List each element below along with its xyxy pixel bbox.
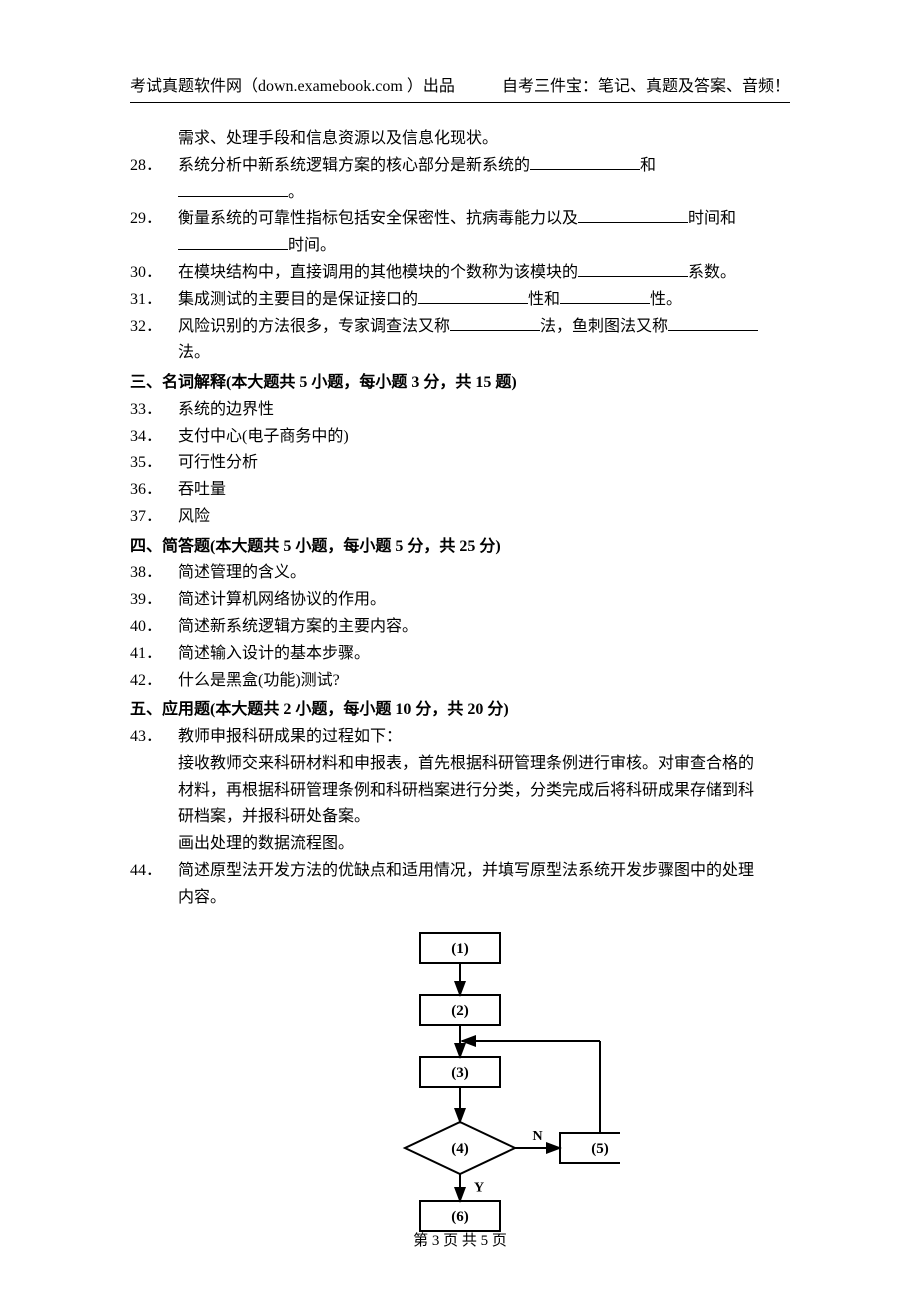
page-header: 考试真题软件网（down.examebook.com ）出品 自考三件宝：笔记、… [130, 72, 790, 96]
q-text: 吞吐量 [178, 478, 790, 503]
q-num: 35． [130, 451, 178, 476]
question-43: 43． 教师申报科研成果的过程如下： [130, 725, 790, 750]
question-42: 42． 什么是黑盒(功能)测试? [130, 669, 790, 694]
q-text: 衡量系统的可靠性指标包括安全保密性、抗病毒能力以及时间和 [178, 207, 790, 232]
q-num: 38． [130, 561, 178, 586]
continuation-text: 需求、处理手段和信息资源以及信息化现状。 [130, 127, 790, 152]
section5-header: 五、应用题(本大题共 2 小题，每小题 10 分，共 20 分) [130, 697, 790, 723]
q-text: 在模块结构中，直接调用的其他模块的个数称为该模块的系数。 [178, 261, 790, 286]
question-44: 44． 简述原型法开发方法的优缺点和适用情况，并填写原型法系统开发步骤图中的处理 [130, 859, 790, 884]
q-num: 29． [130, 207, 178, 232]
q-text: 简述新系统逻辑方案的主要内容。 [178, 615, 790, 640]
q-num: 32． [130, 315, 178, 340]
svg-text:(4): (4) [451, 1141, 469, 1157]
q-text: 支付中心(电子商务中的) [178, 425, 790, 450]
svg-text:Y: Y [474, 1180, 484, 1195]
svg-text:N: N [532, 1129, 542, 1144]
blank [178, 234, 288, 250]
blank [668, 315, 758, 331]
question-37: 37． 风险 [130, 505, 790, 530]
svg-text:(1): (1) [451, 941, 469, 957]
q-num: 44． [130, 859, 178, 884]
q-text: 教师申报科研成果的过程如下： [178, 725, 790, 750]
header-divider [130, 102, 790, 103]
blank [578, 207, 688, 223]
question-31: 31． 集成测试的主要目的是保证接口的性和性。 [130, 288, 790, 313]
q44-line2: 内容。 [130, 886, 790, 911]
page-footer: 第 3 页 共 5 页 [0, 1229, 920, 1250]
q29-cont: 时间。 [130, 234, 790, 259]
q43-line2: 接收教师交来科研材料和申报表，首先根据科研管理条例进行审核。对审查合格的 [130, 752, 790, 777]
q-text: 简述计算机网络协议的作用。 [178, 588, 790, 613]
svg-text:(5): (5) [591, 1141, 609, 1157]
q-text: 风险识别的方法很多，专家调查法又称法，鱼刺图法又称 [178, 315, 790, 340]
question-39: 39． 简述计算机网络协议的作用。 [130, 588, 790, 613]
q-num: 37． [130, 505, 178, 530]
q-num: 39． [130, 588, 178, 613]
q28-cont: 。 [130, 181, 790, 206]
q-text: 系统分析中新系统逻辑方案的核心部分是新系统的和 [178, 154, 790, 179]
q-text: 可行性分析 [178, 451, 790, 476]
q-num: 42． [130, 669, 178, 694]
q-num: 36． [130, 478, 178, 503]
header-right: 自考三件宝：笔记、真题及答案、音频！ [502, 72, 790, 96]
q-num: 28． [130, 154, 178, 179]
q-text: 系统的边界性 [178, 398, 790, 423]
blank [530, 154, 640, 170]
question-32: 32． 风险识别的方法很多，专家调查法又称法，鱼刺图法又称 [130, 315, 790, 340]
blank [450, 315, 540, 331]
header-left: 考试真题软件网（down.examebook.com ）出品 [130, 72, 455, 96]
q-num: 43． [130, 725, 178, 750]
section4-header: 四、简答题(本大题共 5 小题，每小题 5 分，共 25 分) [130, 534, 790, 560]
q-text: 集成测试的主要目的是保证接口的性和性。 [178, 288, 790, 313]
q43-line5: 画出处理的数据流程图。 [130, 832, 790, 857]
section3-header: 三、名词解释(本大题共 5 小题，每小题 3 分，共 15 题) [130, 370, 790, 396]
q-num: 40． [130, 615, 178, 640]
question-28: 28． 系统分析中新系统逻辑方案的核心部分是新系统的和 [130, 154, 790, 179]
q32-cont: 法。 [130, 341, 790, 366]
question-38: 38． 简述管理的含义。 [130, 561, 790, 586]
q-text: 简述原型法开发方法的优缺点和适用情况，并填写原型法系统开发步骤图中的处理 [178, 859, 790, 884]
blank [578, 261, 688, 277]
q-text: 简述管理的含义。 [178, 561, 790, 586]
q-text: 什么是黑盒(功能)测试? [178, 669, 790, 694]
svg-text:(3): (3) [451, 1065, 469, 1081]
question-41: 41． 简述输入设计的基本步骤。 [130, 642, 790, 667]
question-40: 40． 简述新系统逻辑方案的主要内容。 [130, 615, 790, 640]
q-text: 简述输入设计的基本步骤。 [178, 642, 790, 667]
question-29: 29． 衡量系统的可靠性指标包括安全保密性、抗病毒能力以及时间和 [130, 207, 790, 232]
q-num: 31． [130, 288, 178, 313]
question-36: 36． 吞吐量 [130, 478, 790, 503]
question-34: 34． 支付中心(电子商务中的) [130, 425, 790, 450]
q-num: 33． [130, 398, 178, 423]
question-35: 35． 可行性分析 [130, 451, 790, 476]
q-text: 风险 [178, 505, 790, 530]
q43-line4: 研档案，并报科研处备案。 [130, 805, 790, 830]
svg-text:(2): (2) [451, 1003, 469, 1019]
blank [178, 181, 288, 197]
question-30: 30． 在模块结构中，直接调用的其他模块的个数称为该模块的系数。 [130, 261, 790, 286]
flowchart-diagram: (1) (2) (3) (4) (5) (6) N Y [300, 923, 620, 1243]
q43-line3: 材料，再根据科研管理条例和科研档案进行分类，分类完成后将科研成果存储到科 [130, 779, 790, 804]
svg-text:(6): (6) [451, 1209, 469, 1225]
blank [560, 288, 650, 304]
question-33: 33． 系统的边界性 [130, 398, 790, 423]
q-num: 30． [130, 261, 178, 286]
q-num: 34． [130, 425, 178, 450]
blank [418, 288, 528, 304]
q-num: 41． [130, 642, 178, 667]
